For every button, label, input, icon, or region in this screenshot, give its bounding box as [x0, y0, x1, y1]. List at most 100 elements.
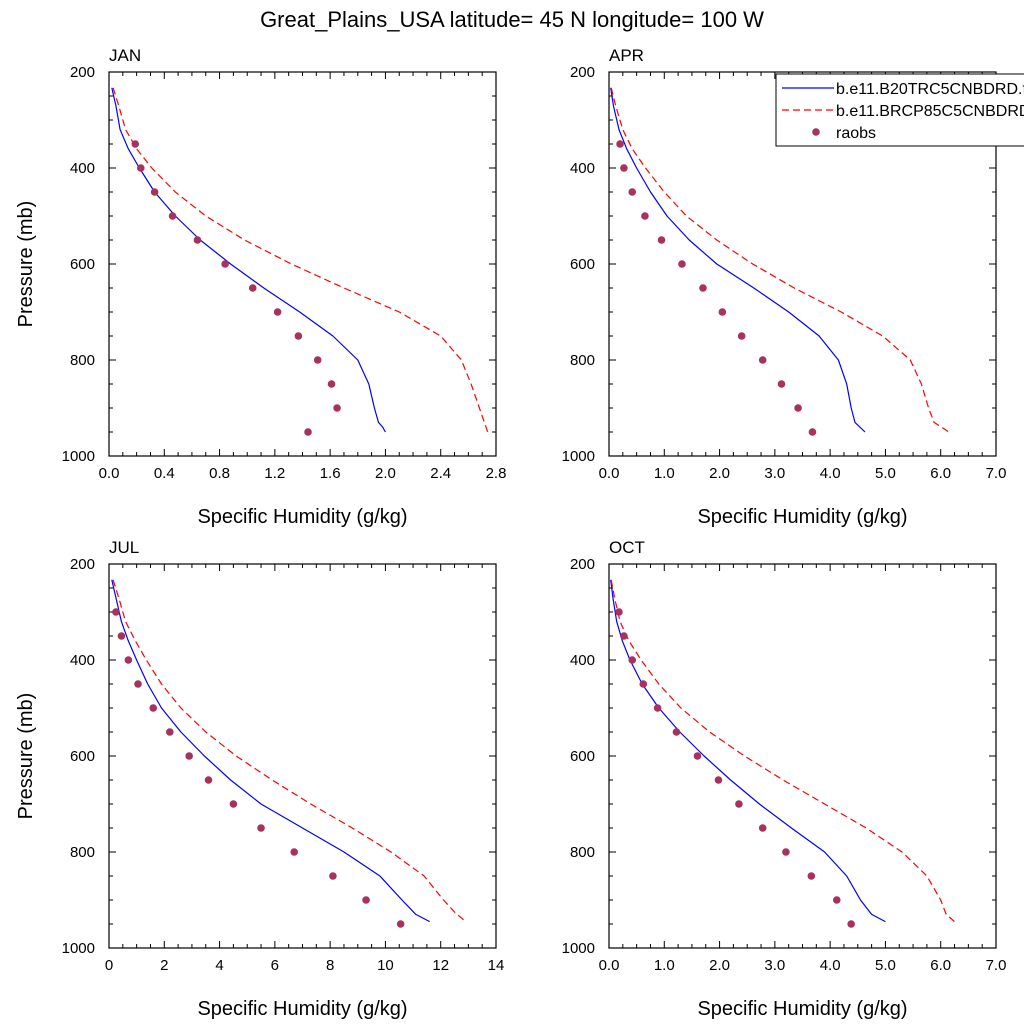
y-tick-label: 800 — [570, 844, 595, 861]
raobs-point — [782, 848, 790, 856]
x-axis-label: Specific Humidity (g/kg) — [197, 506, 407, 528]
panel-title: JUL — [109, 538, 139, 557]
panel-jan: JAN 0.0 0.4 0.8 1.2 1.6 2.0 2.4 2.8 200 400 600 800 1… — [15, 46, 506, 528]
raobs-point — [758, 824, 767, 832]
x-tick-label: 4.0 — [820, 465, 841, 482]
raobs-point — [313, 356, 322, 364]
raobs-point — [131, 140, 140, 148]
raobs-point — [653, 704, 662, 712]
x-tick-label: 10 — [377, 957, 394, 974]
x-tick-label: 5.0 — [875, 957, 896, 974]
legend-label: b.e11.B20TRC5CNBDRD.f09_g16.001 — [836, 81, 1024, 98]
x-axis-label: Specific Humidity (g/kg) — [697, 506, 907, 528]
x-tick-label: 8 — [326, 957, 334, 974]
raobs-point — [714, 776, 723, 784]
legend-label: b.e11.BRCP85C5CNBDRD.f09_g16.001 — [836, 103, 1024, 120]
raobs-point — [117, 632, 126, 640]
x-tick-label: 2.0 — [375, 465, 396, 482]
x-tick-label: 3.0 — [764, 957, 785, 974]
legend: b.e11.B20TRC5CNBDRD.f09_g16.001 b.e11.BRC… — [775, 73, 1024, 147]
x-tick-label: 2 — [160, 957, 168, 974]
legend-marker — [812, 128, 820, 136]
y-tick-label: 1000 — [562, 448, 595, 465]
x-tick-label: 1.2 — [264, 465, 285, 482]
x-axis-label: Specific Humidity (g/kg) — [697, 998, 907, 1020]
raobs-point — [615, 608, 623, 616]
raobs-point — [718, 308, 727, 316]
x-tick-label: 6.0 — [930, 957, 951, 974]
raobs-point — [204, 776, 213, 784]
x-tick-label: 7.0 — [986, 957, 1007, 974]
raobs-point — [229, 800, 238, 808]
y-tick-label: 600 — [70, 256, 95, 273]
panel-title: OCT — [609, 538, 645, 557]
series-line-rcp85 — [112, 87, 489, 433]
y-tick-label: 800 — [570, 352, 595, 369]
raobs-point — [273, 308, 282, 316]
raobs-point — [150, 188, 159, 196]
legend-entry: b.e11.B20TRC5CNBDRD.f09_g16.001 — [782, 81, 1024, 98]
x-tick-label: 0.0 — [99, 465, 120, 482]
y-tick-label: 1000 — [62, 448, 95, 465]
legend-entry: raobs — [812, 125, 876, 142]
plot-frame — [608, 563, 997, 949]
x-tick-label: 14 — [488, 957, 505, 974]
raobs-point — [641, 212, 649, 220]
y-axis-label: Pressure (mb) — [15, 693, 37, 820]
series-line-rcp85 — [610, 87, 950, 433]
y-tick-label: 800 — [70, 352, 95, 369]
raobs-point — [620, 632, 628, 640]
raobs-point — [794, 404, 802, 412]
raobs-point — [777, 380, 786, 388]
raobs-point — [329, 872, 337, 880]
raobs-point — [693, 752, 702, 760]
raobs-point — [847, 920, 855, 928]
series-line-b20trc — [111, 87, 386, 433]
raobs-point — [628, 188, 637, 196]
series-line-rcp85 — [112, 579, 466, 923]
raobs-point — [149, 704, 158, 712]
plot-frame — [108, 71, 497, 457]
figure-title: Great_Plains_USA latitude= 45 N longitud… — [260, 7, 764, 32]
series-line-b20trc — [111, 579, 430, 923]
raobs-point — [221, 260, 229, 268]
x-tick-label: 12 — [432, 957, 449, 974]
series-line-rcp85 — [610, 579, 955, 923]
x-tick-label: 2.0 — [709, 465, 730, 482]
x-tick-label: 4.0 — [820, 957, 841, 974]
raobs-point — [678, 260, 686, 268]
x-tick-label: 1.0 — [654, 465, 675, 482]
raobs-point — [193, 236, 202, 244]
raobs-point — [657, 236, 666, 244]
raobs-point — [257, 824, 265, 832]
raobs-point — [112, 608, 120, 616]
raobs-point — [807, 872, 816, 880]
x-tick-label: 2.4 — [430, 465, 451, 482]
legend-label: raobs — [836, 125, 876, 142]
y-tick-label: 400 — [570, 652, 595, 669]
x-tick-label: 3.0 — [764, 465, 785, 482]
y-tick-label: 1000 — [562, 940, 595, 957]
raobs-point — [639, 680, 648, 688]
raobs-point — [304, 428, 312, 436]
x-tick-label: 5.0 — [875, 465, 896, 482]
y-tick-label: 200 — [70, 64, 95, 81]
panels: JAN 0.0 0.4 0.8 1.2 1.6 2.0 2.4 2.8 200 400 600 800 1… — [15, 46, 1006, 1020]
raobs-point — [290, 848, 299, 856]
x-tick-label: 2.8 — [486, 465, 507, 482]
y-tick-label: 400 — [570, 160, 595, 177]
legend-entry: b.e11.BRCP85C5CNBDRD.f09_g16.001 — [782, 103, 1024, 120]
raobs-point — [134, 680, 142, 688]
raobs-point — [248, 284, 257, 292]
raobs-point — [832, 896, 841, 904]
raobs-point — [737, 332, 746, 340]
x-tick-label: 0.0 — [599, 465, 620, 482]
raobs-point — [628, 656, 637, 664]
x-tick-label: 6 — [271, 957, 279, 974]
panel-apr: APR 0.0 1.0 2.0 3.0 4.0 5.0 6.0 7.0 200 400 600 800 1… — [562, 46, 1007, 528]
x-tick-label: 4 — [215, 957, 223, 974]
raobs-point — [620, 164, 628, 172]
x-tick-label: 0.0 — [599, 957, 620, 974]
x-tick-label: 2.0 — [709, 957, 730, 974]
panel-title: APR — [609, 46, 644, 65]
